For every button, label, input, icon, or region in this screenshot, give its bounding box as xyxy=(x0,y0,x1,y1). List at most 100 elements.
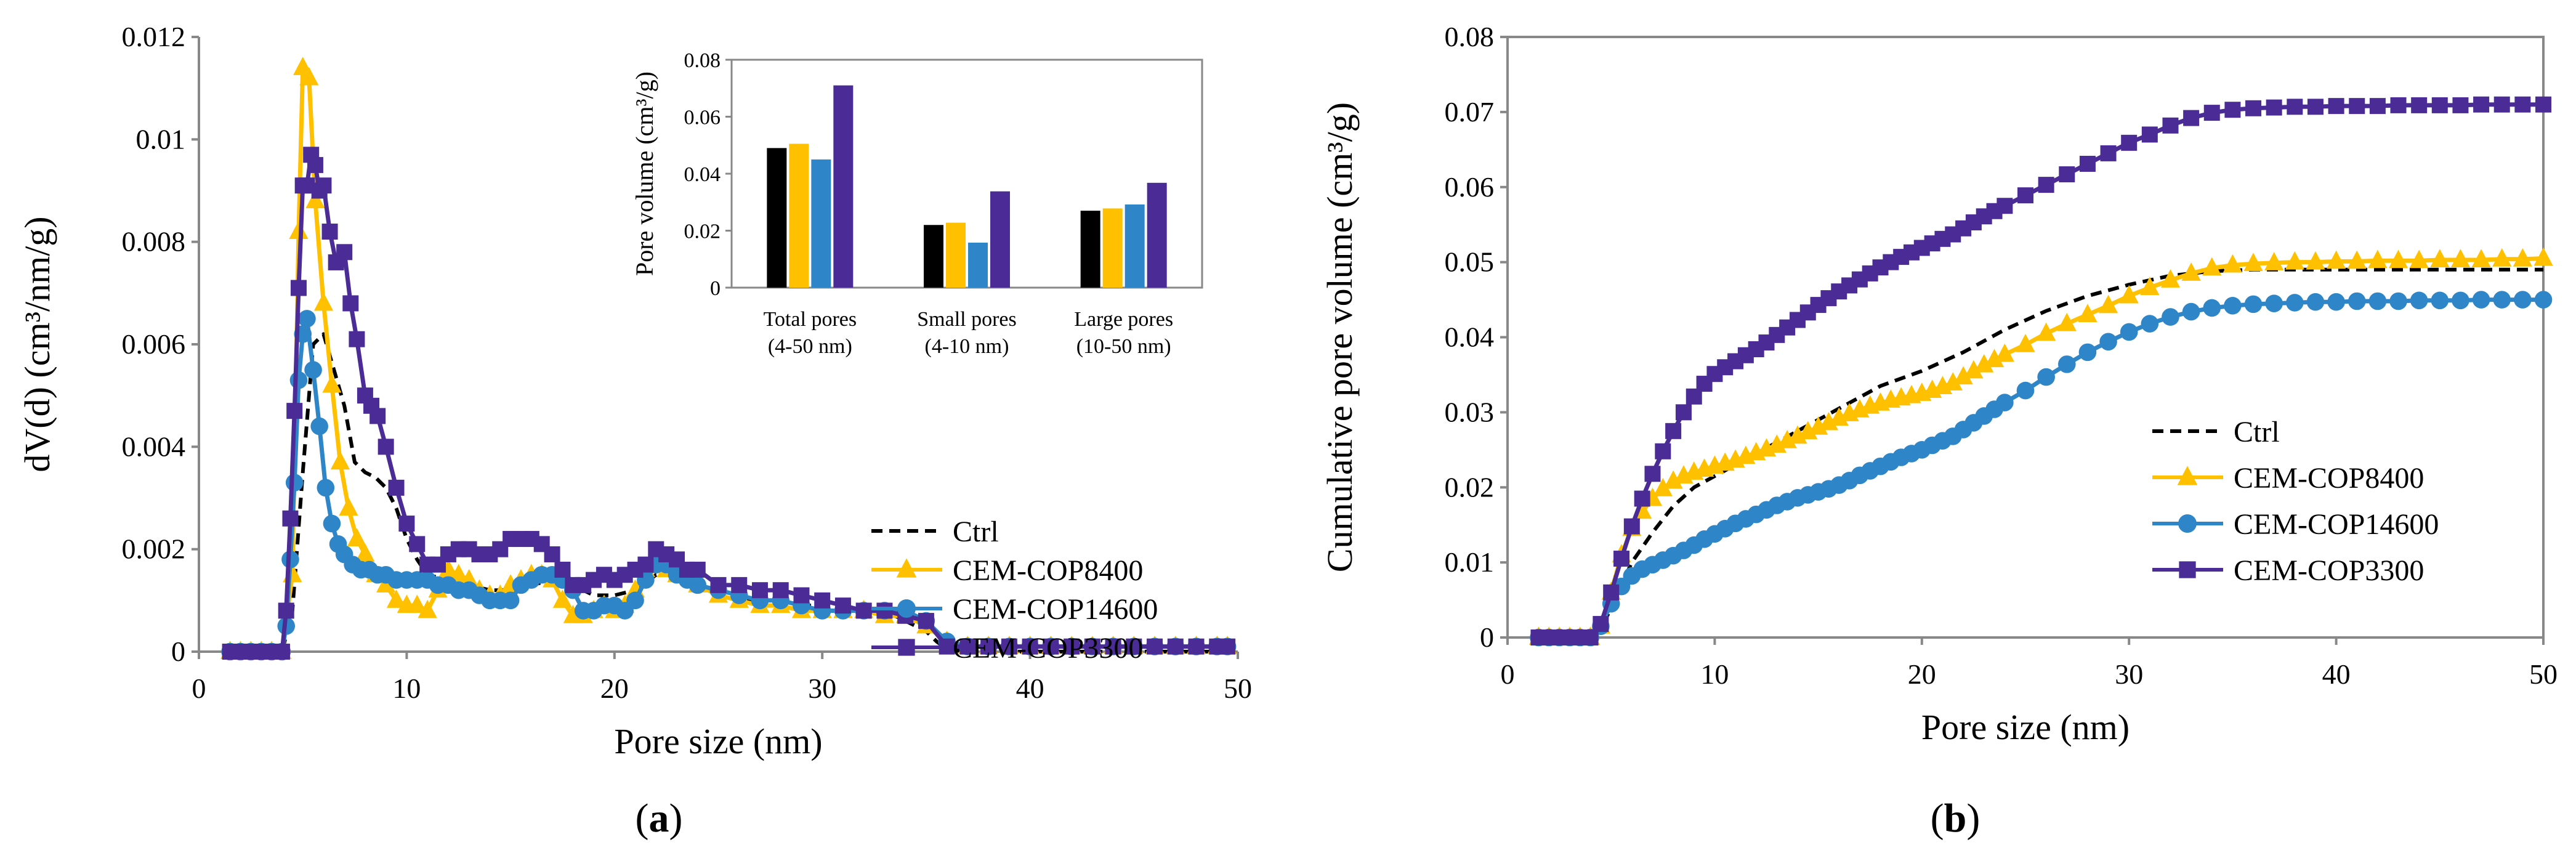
data-point-cem-cop8400 xyxy=(1964,360,1984,379)
data-point-cem-cop14600 xyxy=(2306,293,2325,311)
x-tick-label: 30 xyxy=(2115,658,2143,690)
data-point-cem-cop8400 xyxy=(2243,253,2263,272)
data-point-cem-cop8400 xyxy=(2098,294,2118,314)
y-tick-label: 0.008 xyxy=(122,226,186,257)
y-tick-label: 0.002 xyxy=(122,533,186,565)
data-point-cem-cop8400 xyxy=(1984,349,2005,368)
data-point-cem-cop3300 xyxy=(2431,97,2448,113)
data-point-cem-cop8400 xyxy=(386,589,406,608)
data-point-cem-cop14600 xyxy=(2452,291,2469,310)
data-point-cem-cop3300 xyxy=(2183,110,2200,126)
data-point-cem-cop3300 xyxy=(1001,638,1017,655)
data-point-cem-cop3300 xyxy=(1623,518,1640,535)
legend-item-cem-cop8400: CEM-COP8400 xyxy=(871,554,1143,587)
legend-label: CEM-COP8400 xyxy=(953,554,1143,587)
data-point-cem-cop3300 xyxy=(398,516,415,532)
data-point-cem-cop3300 xyxy=(286,403,303,419)
inset-category-label: Large pores xyxy=(1074,308,1173,331)
inset-y-tick-label: 0 xyxy=(710,277,721,300)
legend-item-cem-cop3300: CEM-COP3300 xyxy=(2152,554,2424,587)
data-point-cem-cop3300 xyxy=(2307,99,2324,115)
inset-bar-cem-cop3300 xyxy=(833,85,854,288)
data-point-cem-cop3300 xyxy=(2017,187,2033,204)
data-point-cem-cop8400 xyxy=(2264,252,2284,270)
data-point-cem-cop3300 xyxy=(2411,97,2428,113)
data-point-cem-cop8400 xyxy=(2119,285,2139,304)
data-point-cem-cop14600 xyxy=(304,361,322,379)
data-point-cem-cop3300 xyxy=(637,556,654,573)
data-point-cem-cop14600 xyxy=(2224,297,2242,315)
data-point-cem-cop3300 xyxy=(2266,99,2282,116)
data-point-cem-cop14600 xyxy=(2037,368,2055,386)
data-point-cem-cop3300 xyxy=(751,582,768,599)
data-point-cem-cop3300 xyxy=(282,510,299,527)
data-point-cem-cop8400 xyxy=(2450,249,2471,267)
data-point-cem-cop14600 xyxy=(2286,294,2304,312)
data-point-cem-cop8400 xyxy=(2078,304,2098,322)
legend: Ctrl CEM-COP8400 CEM-COP14600 CEM-COP3300 xyxy=(871,516,1158,665)
legend-item-ctrl: Ctrl xyxy=(871,516,999,548)
series-cem-cop3300 xyxy=(1530,96,2551,645)
panel-b-cumulative-chart: 0 10 20 30 40 50 0 0.01 0.02 0.03 0.04 0.05 0.06 0.07… xyxy=(1320,21,2558,747)
data-point-cem-cop3300 xyxy=(1219,638,1236,655)
inset-frame xyxy=(730,59,1203,289)
y-tick-label: 0 xyxy=(171,636,185,667)
legend-label: Ctrl xyxy=(953,516,999,548)
data-point-cem-cop8400 xyxy=(1653,477,1673,496)
data-point-cem-cop14600 xyxy=(2182,302,2200,321)
data-point-cem-cop3300 xyxy=(834,597,851,614)
y-tick-label: 0 xyxy=(1480,621,1494,653)
x-tick-label: 0 xyxy=(192,673,206,704)
x-tick-label: 40 xyxy=(1016,673,1044,704)
data-point-cem-cop3300 xyxy=(2349,98,2365,115)
data-point-cem-cop8400 xyxy=(1995,343,2014,362)
data-point-cem-cop3300 xyxy=(2079,155,2096,172)
data-point-cem-cop3300 xyxy=(1022,638,1038,655)
y-tick-label: 0.04 xyxy=(1445,322,1495,353)
data-point-cem-cop3300 xyxy=(278,602,294,619)
x-tick-label: 50 xyxy=(2529,658,2558,690)
data-point-cem-cop3300 xyxy=(1603,584,1620,601)
data-point-cem-cop3300 xyxy=(710,577,727,593)
panel-b-label: (b) xyxy=(1931,796,1980,841)
data-point-cem-cop8400 xyxy=(2513,248,2532,267)
y-tick-label: 0.01 xyxy=(1445,546,1495,578)
inset-bar-cem-cop14600 xyxy=(811,159,831,288)
data-point-cem-cop3300 xyxy=(2245,100,2262,116)
data-point-cem-cop14600 xyxy=(2203,299,2221,317)
x-tick-label: 10 xyxy=(392,673,421,704)
data-point-cem-cop3300 xyxy=(409,536,426,552)
data-point-cem-cop3300 xyxy=(1167,638,1184,655)
data-point-cem-cop3300 xyxy=(772,582,789,599)
data-point-cem-cop8400 xyxy=(2202,257,2222,276)
data-point-cem-cop8400 xyxy=(2016,333,2035,352)
data-point-cem-cop3300 xyxy=(1593,616,1609,633)
data-point-cem-cop8400 xyxy=(2430,249,2450,267)
data-point-cem-cop3300 xyxy=(2141,126,2158,143)
data-point-cem-cop8400 xyxy=(2037,322,2056,341)
data-point-cem-cop8400 xyxy=(305,190,325,209)
data-point-cem-cop14600 xyxy=(2493,291,2511,309)
legend-label: CEM-COP3300 xyxy=(953,632,1143,665)
inset-y-tick-label: 0.06 xyxy=(684,107,721,129)
data-point-cem-cop14600 xyxy=(2534,291,2553,309)
inset-y-tick-label: 0.04 xyxy=(684,163,721,186)
data-point-cem-cop8400 xyxy=(347,528,367,547)
data-point-cem-cop8400 xyxy=(1953,366,1973,385)
y-tick-label: 0.01 xyxy=(136,123,186,155)
data-point-cem-cop8400 xyxy=(1663,470,1683,489)
data-point-cem-cop3300 xyxy=(1997,198,2013,214)
legend-label: Ctrl xyxy=(2234,416,2280,448)
data-point-cem-cop8400 xyxy=(552,589,573,608)
data-point-cem-cop8400 xyxy=(2306,251,2325,270)
y-tick-label: 0.012 xyxy=(122,21,186,52)
panel-a-label: (a) xyxy=(636,796,683,841)
data-point-cem-cop14600 xyxy=(688,576,707,594)
x-tick-label: 0 xyxy=(1501,658,1515,690)
data-point-cem-cop14600 xyxy=(1996,394,2014,411)
data-point-cem-cop3300 xyxy=(315,177,332,194)
data-point-cem-cop3300 xyxy=(2535,96,2551,113)
data-point-cem-cop8400 xyxy=(418,599,437,618)
data-point-cem-cop3300 xyxy=(349,331,365,347)
legend-item-cem-cop14600: CEM-COP14600 xyxy=(2152,508,2439,541)
